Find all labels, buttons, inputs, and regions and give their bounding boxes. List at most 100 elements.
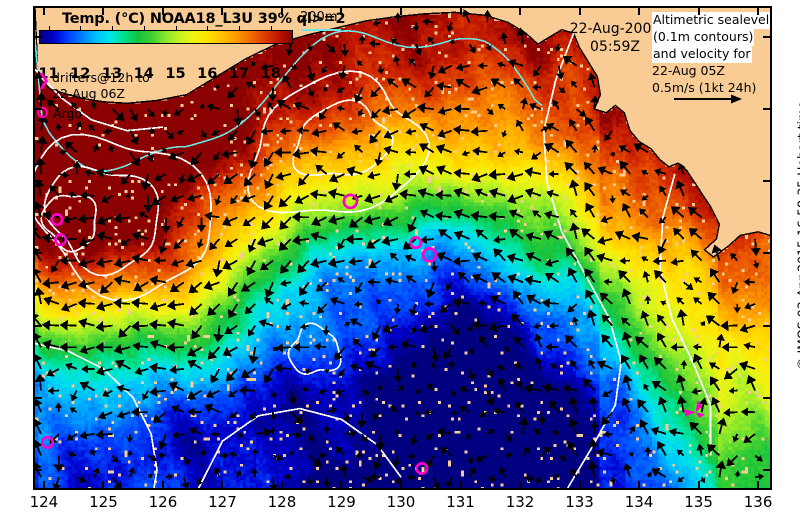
alt-note-line3: and velocity for [652, 45, 752, 63]
colorbar-tick-label: 16 [187, 66, 227, 82]
y-tick-mark-right [763, 180, 772, 183]
colorbar-tick-label: 15 [156, 66, 196, 82]
colorbar-gradient [39, 30, 293, 44]
x-tick-mark-top [519, 6, 522, 15]
argo-float-marker[interactable] [41, 435, 54, 449]
x-axis-label: 129 [311, 495, 371, 510]
y-tick-mark-right [763, 108, 772, 111]
x-tick-mark-top [221, 6, 224, 15]
x-tick-mark-top [400, 6, 402, 15]
colorbar-tick-label: 11 [35, 66, 69, 82]
x-tick-mark [519, 481, 522, 490]
x-tick-mark [400, 481, 402, 490]
y-tick-mark [33, 252, 42, 255]
y-tick-mark [33, 180, 42, 183]
alt-note-line2: (0.1m contours) [652, 28, 755, 46]
colorbar-tick [143, 26, 145, 31]
sealevel-contour-northwest [35, 68, 164, 132]
x-axis-label: 133 [550, 495, 610, 510]
colorbar-tick [175, 26, 177, 31]
x-tick-mark [697, 481, 700, 490]
x-axis-label: 124 [14, 495, 74, 510]
x-axis-label: 131 [431, 495, 491, 510]
velocity-vector-field [35, 9, 765, 488]
y-tick-mark [33, 468, 42, 471]
sealevel-contour-high-west-core [40, 194, 97, 253]
argo-float-marker[interactable] [54, 233, 68, 247]
y-tick-mark [33, 108, 42, 111]
alt-note-line1: Altimetric sealevel [652, 12, 770, 29]
drifter-legend: drifters@12h to 22-Aug 06Z [52, 70, 150, 101]
y-tick-mark [33, 324, 42, 327]
colorbar-tick-label: 13 [92, 66, 132, 82]
sealevel-contour-high-west [35, 133, 212, 302]
y-tick-mark-right [763, 35, 772, 38]
x-axis-label: 135 [669, 495, 729, 510]
map-canvas [35, 8, 770, 488]
credit-label: © IMOS 03-Apr-2015 16:58:35 Hobart time [773, 0, 800, 490]
x-tick-mark-top [102, 6, 105, 15]
acquisition-timestamp: 22-Aug-2007 05:59Z [525, 20, 705, 56]
sealevel-contour-high-central-inner [292, 99, 394, 177]
x-tick-mark-top [697, 6, 700, 15]
x-tick-mark [340, 481, 343, 490]
colorbar-tick [80, 26, 82, 31]
x-tick-mark-top [757, 6, 760, 15]
x-axis-label: 127 [192, 495, 252, 510]
x-tick-mark-top [280, 6, 283, 15]
sealevel-contour-high-west-inner [43, 165, 160, 277]
coastline [35, 8, 770, 258]
drifter-track-marker[interactable] [683, 400, 705, 419]
x-axis-label: 126 [133, 495, 193, 510]
altimetry-note: Altimetric sealevel (0.1m contours) and … [652, 12, 770, 96]
alt-note-line4: 22-Aug 05Z [652, 63, 725, 78]
argo-legend-label: Argo [53, 106, 82, 121]
x-tick-mark [102, 481, 105, 490]
sealevel-contour-southwest [35, 342, 158, 488]
y-tick-mark [33, 396, 42, 399]
velocity-scale-arrow-icon [674, 94, 742, 104]
map-plot-area[interactable]: Temp. (°C) NOAA18_L3U 39% ql>=2 11 12 13 14… [33, 6, 772, 490]
argo-float-marker[interactable] [409, 236, 423, 250]
x-tick-mark-top [340, 6, 343, 15]
drifter-legend-line2: 22-Aug 06Z [52, 86, 150, 102]
x-tick-mark-top [459, 6, 462, 15]
stamp-date: 22-Aug-2007 [525, 20, 705, 38]
argo-float-marker[interactable] [421, 247, 438, 263]
x-tick-mark [42, 481, 45, 490]
colorbar-tick-label: 18 [251, 66, 291, 82]
x-tick-mark [280, 481, 283, 490]
drifter-legend-line1: drifters@12h to [52, 70, 150, 86]
scalebar-line-200m [301, 29, 341, 31]
colorbar-tick-label: 12 [60, 66, 100, 82]
colorbar: 11 12 13 14 15 16 17 18 [38, 26, 293, 82]
scalebar-label: 200m [300, 10, 337, 25]
argo-float-marker[interactable] [50, 213, 64, 227]
x-tick-mark-top [42, 6, 45, 15]
map-svg [35, 8, 770, 488]
y-tick-mark-right [763, 396, 772, 399]
land-fill [35, 8, 770, 257]
x-axis-label: 125 [73, 495, 133, 510]
y-tick-mark-right [763, 252, 772, 255]
argo-circle-icon [37, 107, 48, 118]
x-tick-mark [459, 481, 462, 490]
colorbar-header: Temp. (°C) NOAA18_L3U 39% ql>=2 11 12 13 14… [35, 8, 770, 82]
plot-title: Temp. (°C) NOAA18_L3U 39% ql>=2 [62, 11, 346, 27]
x-tick-mark [221, 481, 224, 490]
x-tick-mark-top [161, 6, 164, 15]
x-tick-mark [757, 481, 760, 490]
colorbar-tick [239, 26, 241, 31]
colorbar-tick [112, 26, 114, 31]
argo-float-marker[interactable] [415, 461, 429, 475]
x-axis-label: 128 [252, 495, 312, 510]
x-tick-mark-top [578, 6, 581, 15]
x-tick-mark [638, 481, 641, 490]
alt-note-line5: 0.5m/s (1kt 24h) [652, 80, 756, 95]
colorbar-tick [207, 26, 209, 31]
x-axis-label: 134 [609, 495, 669, 510]
sealevel-contour-east2 [659, 173, 712, 456]
colorbar-tick-label: 17 [219, 66, 259, 82]
argo-float-marker[interactable] [342, 193, 359, 210]
